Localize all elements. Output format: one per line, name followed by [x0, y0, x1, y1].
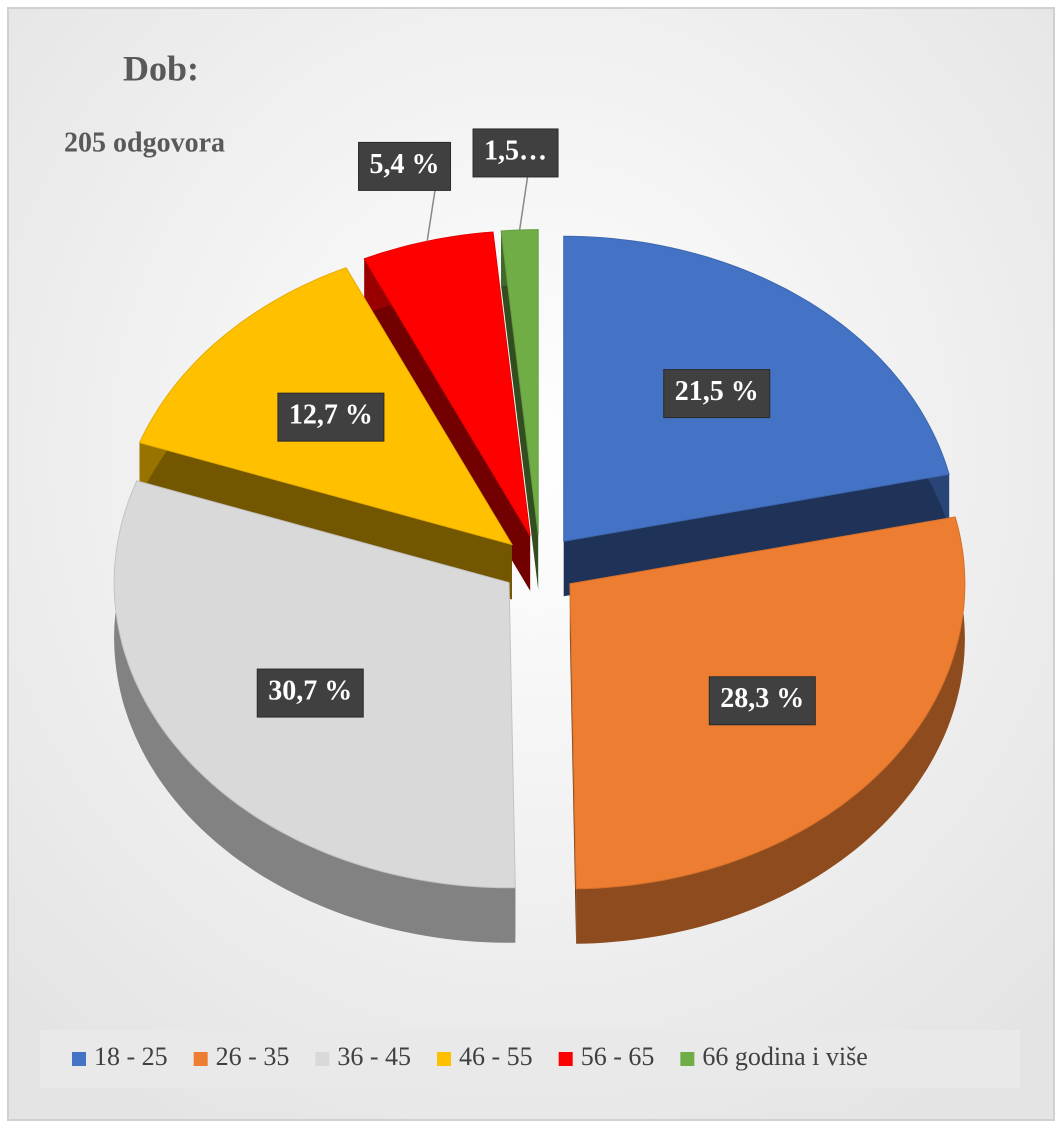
- data-label: 5,4 %: [370, 149, 440, 180]
- legend-swatch: [193, 1052, 208, 1066]
- data-label-box: [256, 668, 364, 718]
- data-labels: 21,5 % 28,3 % 30,7 % 12,7 % 5,4 % 1,5…: [256, 128, 816, 726]
- legend-swatch: [558, 1052, 573, 1066]
- data-label: 1,5…: [484, 135, 547, 166]
- slice-wall: [501, 231, 539, 590]
- slice-wall: [563, 474, 950, 597]
- data-label: 28,3 %: [720, 683, 804, 714]
- slice: [500, 229, 539, 535]
- legend: 18 - 25 26 - 35 36 - 45 46 - 55 56 - 65 66 go…: [72, 1042, 868, 1071]
- slice: [363, 231, 531, 536]
- slice-rim: [114, 480, 516, 943]
- legend-swatch: [72, 1052, 86, 1066]
- data-label: 12,7 %: [289, 400, 373, 431]
- legend-label: 36 - 45: [337, 1042, 411, 1071]
- data-label-box: [358, 141, 452, 191]
- chart-title: Dob:: [123, 48, 199, 88]
- legend-swatch: [680, 1052, 695, 1066]
- data-label-box: [472, 128, 559, 178]
- data-label-box: [663, 369, 771, 419]
- legend-label: 56 - 65: [581, 1042, 655, 1071]
- data-label-box: [708, 676, 816, 726]
- legend-label: 18 - 25: [94, 1042, 168, 1071]
- legend-label: 66 godina i više: [702, 1042, 867, 1071]
- legend-label: 26 - 35: [216, 1042, 290, 1071]
- data-label: 30,7 %: [268, 675, 352, 706]
- data-label-box: [277, 392, 385, 442]
- slice-rim: [576, 516, 965, 944]
- legend-swatch: [437, 1052, 452, 1066]
- chart-subtitle: 205 odgovora: [64, 127, 225, 158]
- legend-label: 46 - 55: [459, 1042, 533, 1071]
- data-label: 21,5 %: [675, 376, 759, 407]
- legend-swatch: [315, 1052, 330, 1066]
